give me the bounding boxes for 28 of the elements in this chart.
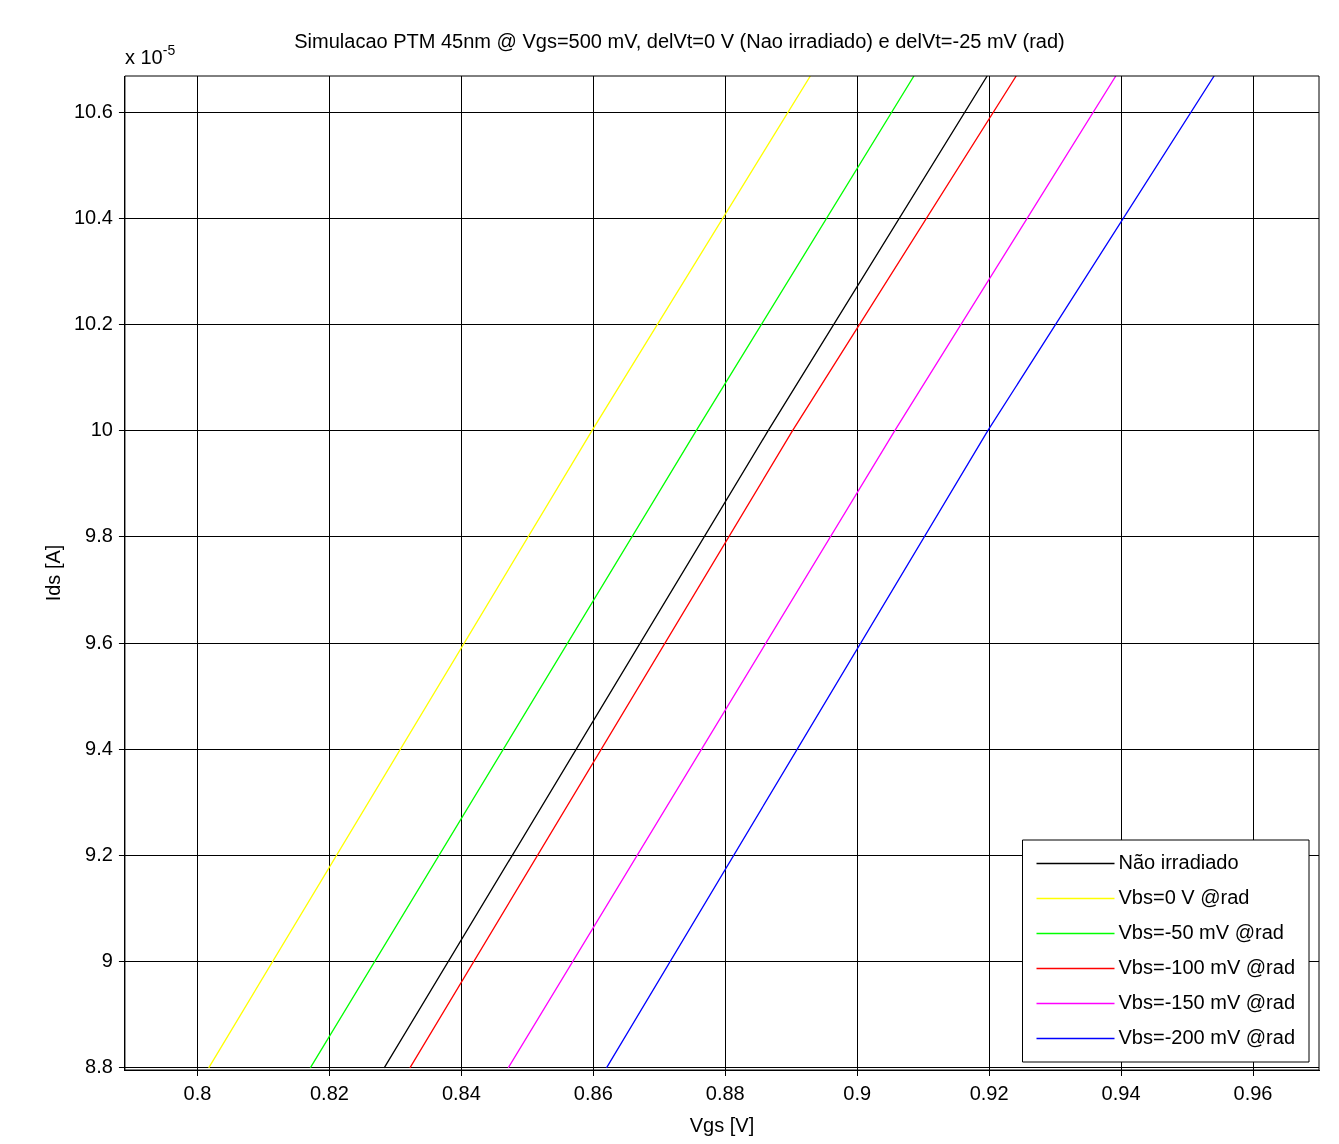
legend-label: Vbs=-50 mV @rad [1118,921,1284,944]
y-tick-label: 8.8 [85,1055,113,1078]
x-tick-label: 0.86 [573,1081,613,1104]
legend-label: Vbs=-200 mV @rad [1118,1026,1296,1049]
x-tick-label: 0.94 [1101,1081,1141,1104]
x-tick-label: 0.92 [969,1081,1009,1104]
x-tick-label: 0.96 [1233,1081,1273,1104]
legend-label: Vbs=-150 mV @rad [1118,991,1296,1014]
y-tick-label: 10 [90,418,113,441]
y-tick-label: 9 [101,949,113,972]
y-tick-label: 9.8 [85,524,113,547]
x-tick-label: 0.82 [309,1081,349,1104]
y-axis-title: Ids [A] [41,544,64,602]
legend-label: Não irradiado [1118,851,1239,874]
x-tick-label: 0.9 [843,1081,872,1104]
y-tick-label: 10.2 [73,312,113,335]
y-tick-label: 9.4 [85,736,113,759]
x-tick-label: 0.88 [705,1081,745,1104]
legend-label: Vbs=-100 mV @rad [1118,956,1296,979]
x-tick-label: 0.8 [183,1081,212,1104]
x-tick-label: 0.84 [441,1081,481,1104]
y-tick-label: 9.2 [85,843,113,865]
chart-title: Simulacao PTM 45nm @ Vgs=500 mV, delVt=0 V (Nao irradiado) e delVt=-25 mV (rad) [294,29,1065,52]
y-tick-label: 9.6 [85,630,113,653]
y-tick-label: 10.4 [73,205,113,228]
legend-label: Vbs=0 V @rad [1118,886,1250,909]
x-axis-title: Vgs [V] [689,1113,755,1136]
y-tick-label: 10.6 [73,99,113,122]
